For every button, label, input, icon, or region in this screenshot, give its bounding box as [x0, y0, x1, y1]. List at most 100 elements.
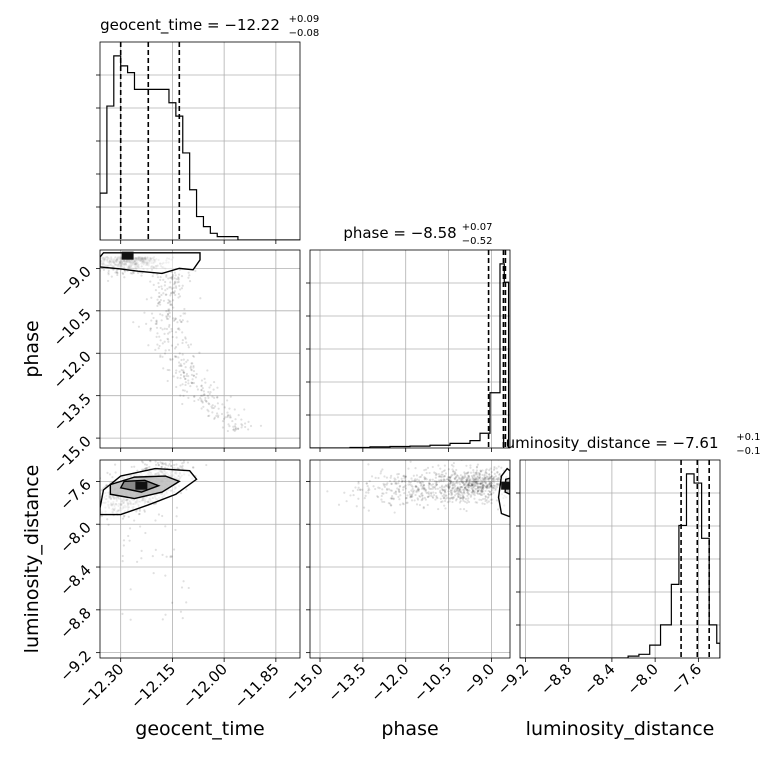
sample-point	[97, 498, 99, 500]
sample-point	[490, 485, 493, 488]
sample-point	[211, 411, 214, 414]
sample-point	[123, 514, 126, 517]
sample-point	[92, 506, 94, 508]
sample-point	[393, 511, 396, 514]
sample-point	[458, 477, 461, 480]
sample-point	[163, 327, 166, 330]
sample-point	[357, 480, 360, 484]
sample-point	[92, 257, 94, 259]
sample-point	[411, 485, 414, 488]
sample-point	[394, 490, 398, 493]
sample-point	[191, 466, 195, 469]
sample-point	[423, 477, 426, 480]
sample-point	[484, 485, 488, 488]
sample-point	[467, 484, 471, 487]
sample-point	[390, 504, 393, 507]
sample-point	[175, 277, 178, 281]
sample-point	[475, 480, 478, 483]
sample-point	[155, 321, 158, 324]
sample-point	[386, 482, 389, 485]
sample-point	[471, 489, 475, 492]
sample-point	[428, 479, 431, 482]
sample-point	[428, 471, 431, 475]
sample-point	[203, 393, 206, 396]
sample-point	[168, 315, 171, 318]
sample-point	[458, 481, 461, 484]
sample-point	[216, 395, 219, 399]
sample-point	[454, 475, 458, 478]
sample-point	[232, 428, 236, 431]
sample-point	[244, 425, 247, 429]
sample-point	[462, 491, 465, 494]
sample-point	[411, 490, 414, 493]
sample-point	[459, 496, 462, 499]
sample-point	[168, 331, 171, 334]
sample-point	[423, 486, 426, 490]
sample-point	[136, 271, 140, 274]
sample-point	[438, 486, 442, 489]
sample-point	[460, 492, 464, 495]
x-tick-label: −7.6	[667, 660, 705, 698]
sample-point	[496, 483, 499, 486]
sample-point	[157, 302, 160, 305]
sample-point	[481, 502, 484, 505]
sample-point	[459, 507, 462, 511]
sample-point	[412, 474, 415, 477]
sample-point	[416, 498, 420, 501]
sample-point	[161, 328, 164, 331]
sample-point	[476, 463, 480, 466]
sample-point	[199, 394, 203, 397]
sample-point	[213, 396, 216, 400]
sample-point	[480, 485, 484, 488]
sample-point	[444, 507, 447, 510]
sample-point	[116, 273, 119, 277]
sample-point	[180, 364, 183, 367]
sample-point	[486, 492, 490, 496]
sample-point	[181, 467, 184, 470]
sample-point	[479, 485, 482, 488]
sample-point	[482, 484, 485, 487]
sample-point	[463, 483, 466, 486]
sample-point	[454, 484, 457, 488]
sample-point	[421, 485, 424, 489]
sample-point	[171, 275, 175, 278]
sample-point	[182, 580, 185, 583]
sample-point	[458, 488, 461, 492]
sample-point	[467, 500, 471, 504]
sample-point	[494, 489, 497, 492]
sample-point	[417, 488, 421, 491]
sample-point	[472, 474, 475, 477]
sample-point	[473, 479, 476, 482]
sample-point	[489, 498, 492, 501]
sample-point	[498, 473, 501, 476]
sample-point	[474, 477, 478, 480]
sample-point	[429, 491, 433, 494]
sample-point	[439, 467, 442, 470]
sample-point	[456, 478, 459, 482]
sample-point	[160, 465, 163, 468]
sample-point	[404, 480, 407, 483]
sample-point	[493, 465, 496, 469]
sample-point	[156, 304, 159, 308]
sample-point	[182, 394, 185, 397]
sample-point	[431, 487, 434, 490]
sample-point	[190, 381, 194, 385]
sample-point	[495, 467, 498, 470]
sample-point	[466, 488, 469, 491]
sample-point	[154, 288, 158, 292]
y-tick-label: −9.0	[56, 262, 94, 300]
sample-point	[359, 488, 362, 491]
sample-point	[478, 492, 482, 495]
sample-point	[365, 482, 368, 485]
sample-point	[179, 363, 182, 366]
sample-point	[456, 491, 459, 495]
sample-point	[154, 548, 157, 551]
sample-point	[389, 476, 392, 479]
sample-point	[181, 331, 184, 334]
sample-point	[149, 327, 152, 330]
sample-point	[451, 493, 454, 496]
histogram-phase: phase = −8.58 +0.07−0.52	[306, 222, 511, 449]
sample-point	[444, 494, 447, 497]
sample-point	[98, 496, 100, 498]
sample-point	[93, 491, 95, 493]
